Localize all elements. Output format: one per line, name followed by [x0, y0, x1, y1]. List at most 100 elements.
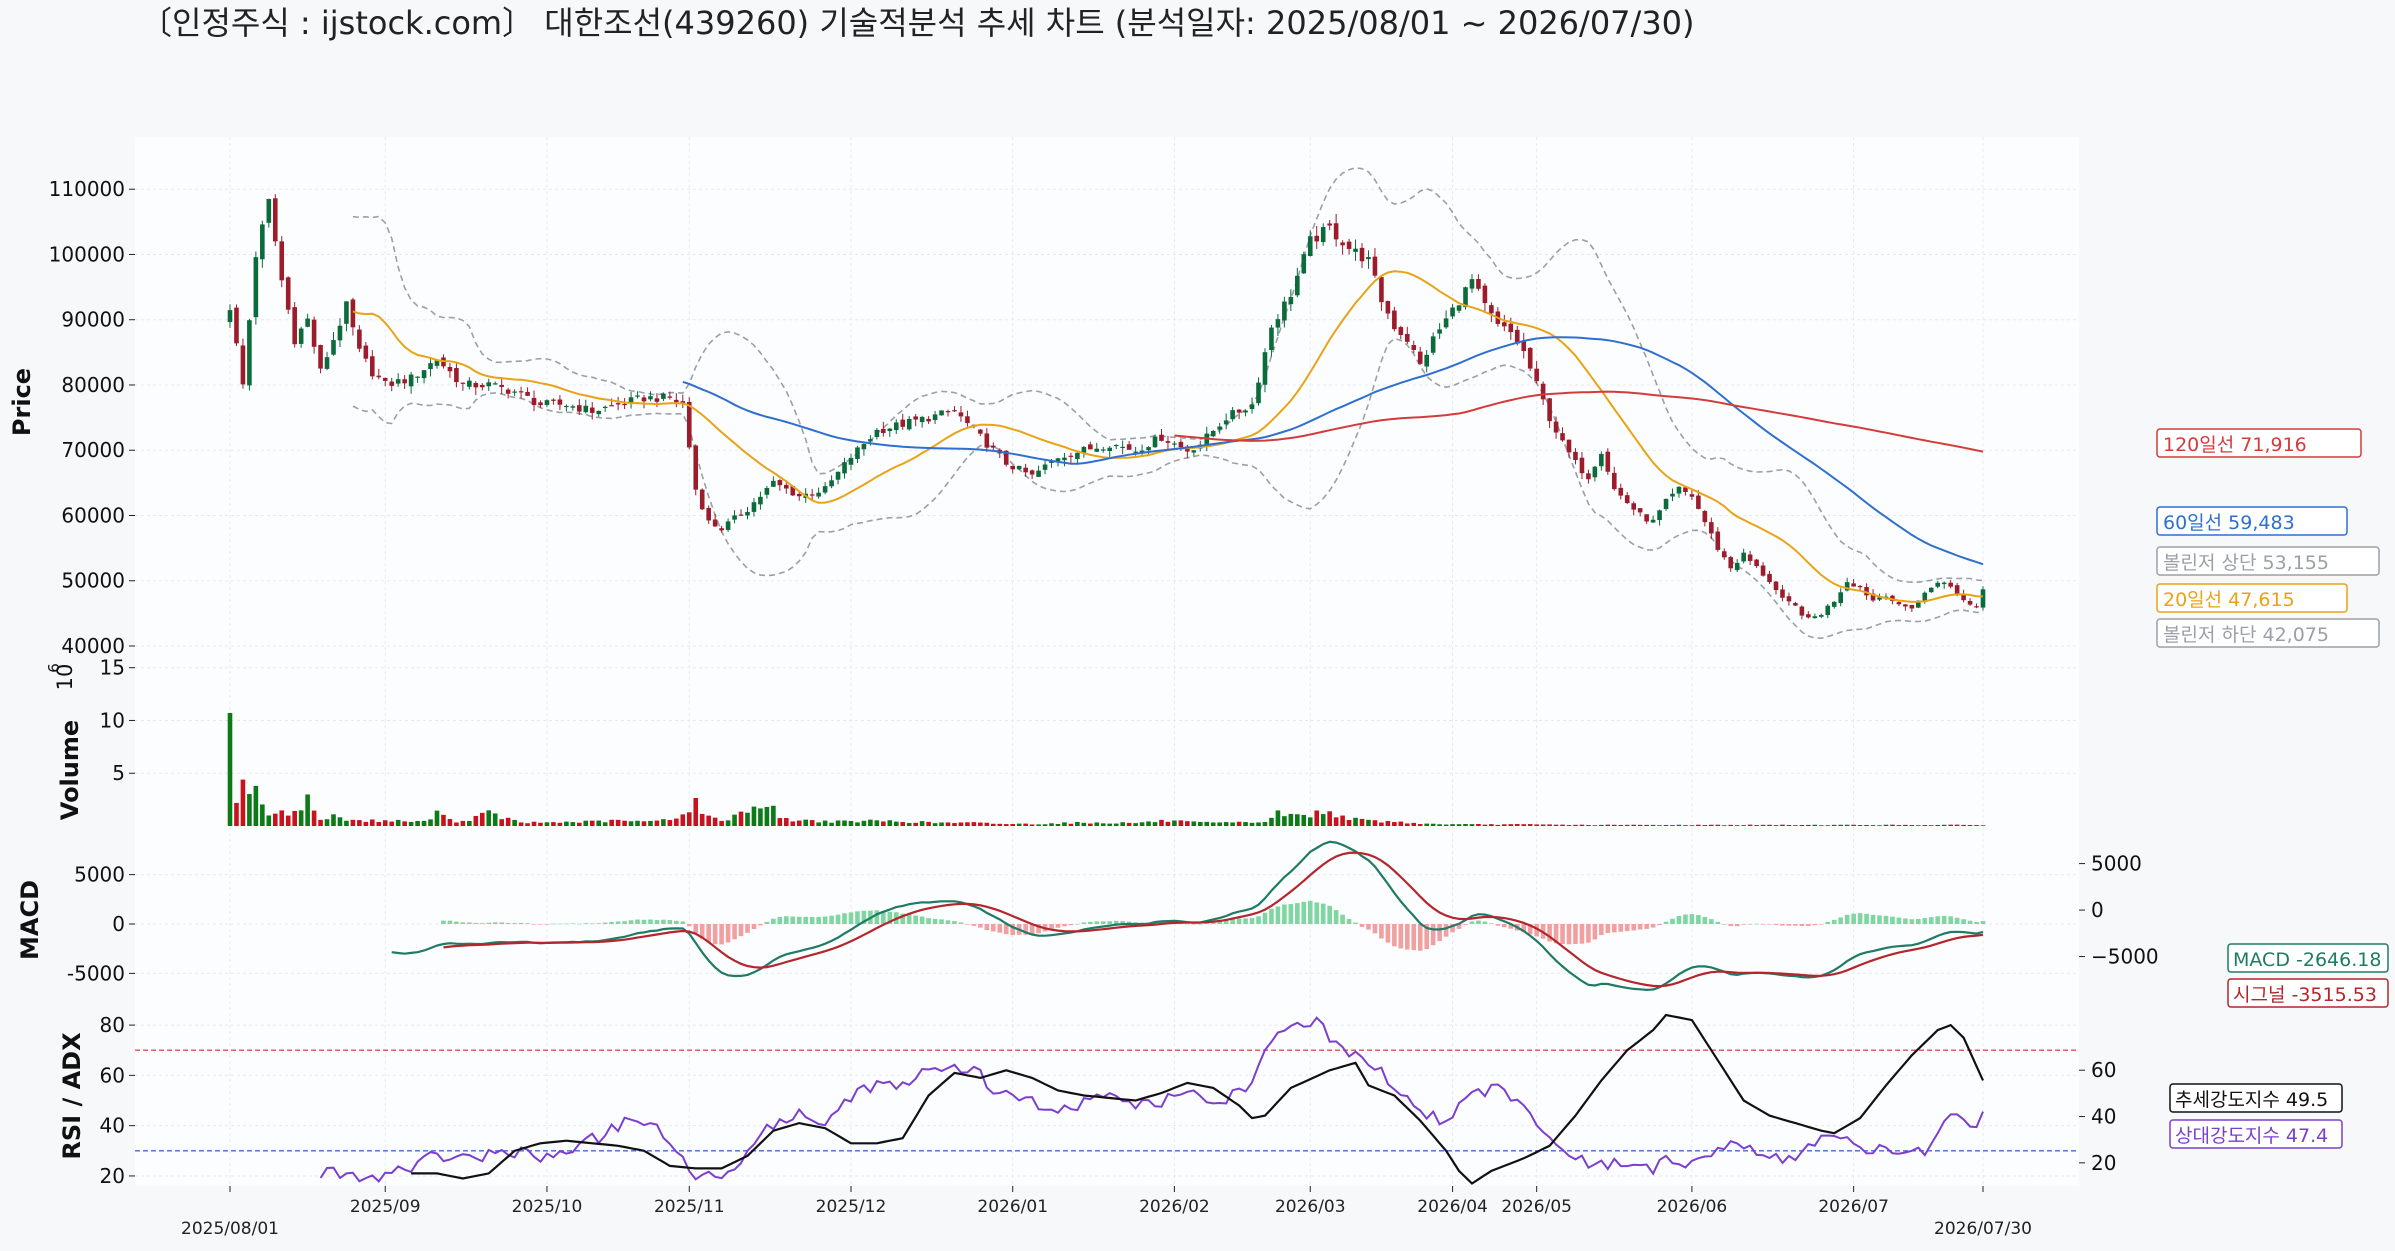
volume-bar	[1566, 825, 1572, 826]
candle-body	[790, 486, 796, 496]
macd-histogram-bar	[1210, 921, 1216, 924]
volume-bar	[932, 823, 938, 826]
macd-histogram-bar	[699, 924, 705, 939]
volume-bar	[984, 822, 990, 826]
volume-bar	[492, 813, 498, 826]
candle-body	[674, 399, 679, 403]
candle-body	[1023, 467, 1028, 473]
volume-bar	[706, 815, 711, 826]
volume-bar	[1262, 822, 1268, 826]
candle-body	[298, 328, 304, 344]
volume-bar	[1120, 822, 1125, 826]
candle-body	[1560, 433, 1565, 441]
candle-body	[1120, 446, 1125, 449]
volume-bar	[816, 822, 821, 826]
volume-bar	[1941, 824, 1947, 826]
volume-bar	[1825, 825, 1831, 827]
macd-histogram-bar	[822, 916, 828, 924]
candle-body	[764, 488, 770, 495]
macd-histogram-bar	[1592, 924, 1598, 940]
candle-body	[1152, 436, 1158, 448]
macd-histogram-bar	[1683, 914, 1688, 924]
volume-bar	[1139, 822, 1145, 826]
macd-histogram-bar	[1081, 922, 1087, 924]
macd-histogram-bar	[790, 916, 796, 924]
candle-body	[978, 429, 983, 434]
macd-histogram-bar	[848, 912, 854, 924]
candle-body	[848, 457, 854, 465]
volume-bar	[641, 821, 647, 826]
candle-body	[479, 384, 485, 388]
candle-body	[1741, 552, 1746, 562]
macd-histogram-bar	[1482, 921, 1488, 924]
volume-bar	[732, 814, 737, 826]
candle-body	[1896, 602, 1902, 605]
macd-histogram-bar	[1786, 924, 1792, 926]
volume-bar	[1100, 823, 1106, 826]
volume-bar	[1269, 817, 1274, 826]
macd-histogram-bar	[1301, 901, 1307, 924]
legend-bb-upper-box	[2156, 546, 2380, 576]
macd-histogram-bar	[1605, 924, 1611, 933]
candle-body	[1877, 597, 1882, 600]
macd-histogram-bar	[1320, 903, 1326, 924]
macd-histogram-bar	[1288, 904, 1294, 924]
candle-body	[1049, 460, 1054, 463]
volume-exponent-base: 10	[53, 664, 77, 691]
macd-histogram-bar	[745, 924, 750, 933]
candle-body	[240, 345, 246, 385]
volume-bar	[415, 821, 420, 826]
macd-histogram-bar	[1916, 918, 1921, 924]
volume-bar	[1514, 824, 1520, 826]
macd-histogram-bar	[1327, 905, 1332, 924]
macd-histogram-bar	[1760, 924, 1766, 925]
candle-body	[395, 379, 401, 384]
volume-bar	[1023, 823, 1028, 826]
macd-histogram-bar	[842, 913, 847, 924]
macd-histogram-bar	[1663, 921, 1669, 924]
candle-body	[712, 519, 718, 527]
candle-body	[1088, 444, 1093, 450]
macd-histogram-bar	[1922, 918, 1928, 924]
macd-histogram-bar	[1068, 924, 1074, 926]
macd-histogram-bar	[1586, 924, 1591, 943]
candle-body	[434, 360, 440, 366]
volume-bar	[1683, 825, 1688, 826]
volume-bar	[1935, 825, 1941, 826]
candle-body	[842, 462, 847, 474]
macd-histogram-bar	[1637, 924, 1643, 930]
volume-bar	[1042, 824, 1048, 826]
legend-rsi-text: 상대강도지수 47.4	[2175, 1125, 2328, 1147]
candle-body	[1295, 275, 1300, 296]
volume-bar	[266, 815, 272, 826]
candle-body	[1890, 595, 1895, 602]
candle-body	[1903, 604, 1908, 607]
candle-body	[1948, 582, 1953, 587]
volume-bar	[622, 820, 627, 826]
candle-body	[1094, 448, 1100, 452]
macd-histogram-bar	[1967, 920, 1973, 924]
volume-bar	[408, 821, 414, 826]
candle-body	[1980, 589, 1986, 608]
macd-histogram-bar	[1023, 924, 1028, 935]
volume-bar	[1844, 824, 1850, 826]
volume-tick-label: 5	[112, 761, 125, 785]
candle-body	[285, 277, 291, 310]
volume-bar	[1579, 824, 1585, 826]
candle-body	[919, 416, 925, 423]
volume-bar	[1379, 822, 1384, 826]
volume-bar	[1029, 824, 1035, 826]
volume-bar	[240, 779, 246, 826]
macd-histogram-bar	[1249, 918, 1255, 924]
volume-bar	[939, 822, 944, 826]
macd-layer	[391, 840, 1986, 992]
volume-bar	[913, 822, 918, 826]
macd-histogram-bar	[1838, 917, 1843, 924]
volume-bar	[874, 820, 880, 826]
candle-body	[1243, 410, 1248, 413]
volume-bar	[1327, 811, 1332, 826]
candle-body	[589, 407, 595, 413]
macd-histogram-bar	[1896, 917, 1902, 924]
volume-bar	[1560, 824, 1565, 826]
axis-layer: 4000050000600007000080000900001000001100…	[49, 177, 2159, 1217]
